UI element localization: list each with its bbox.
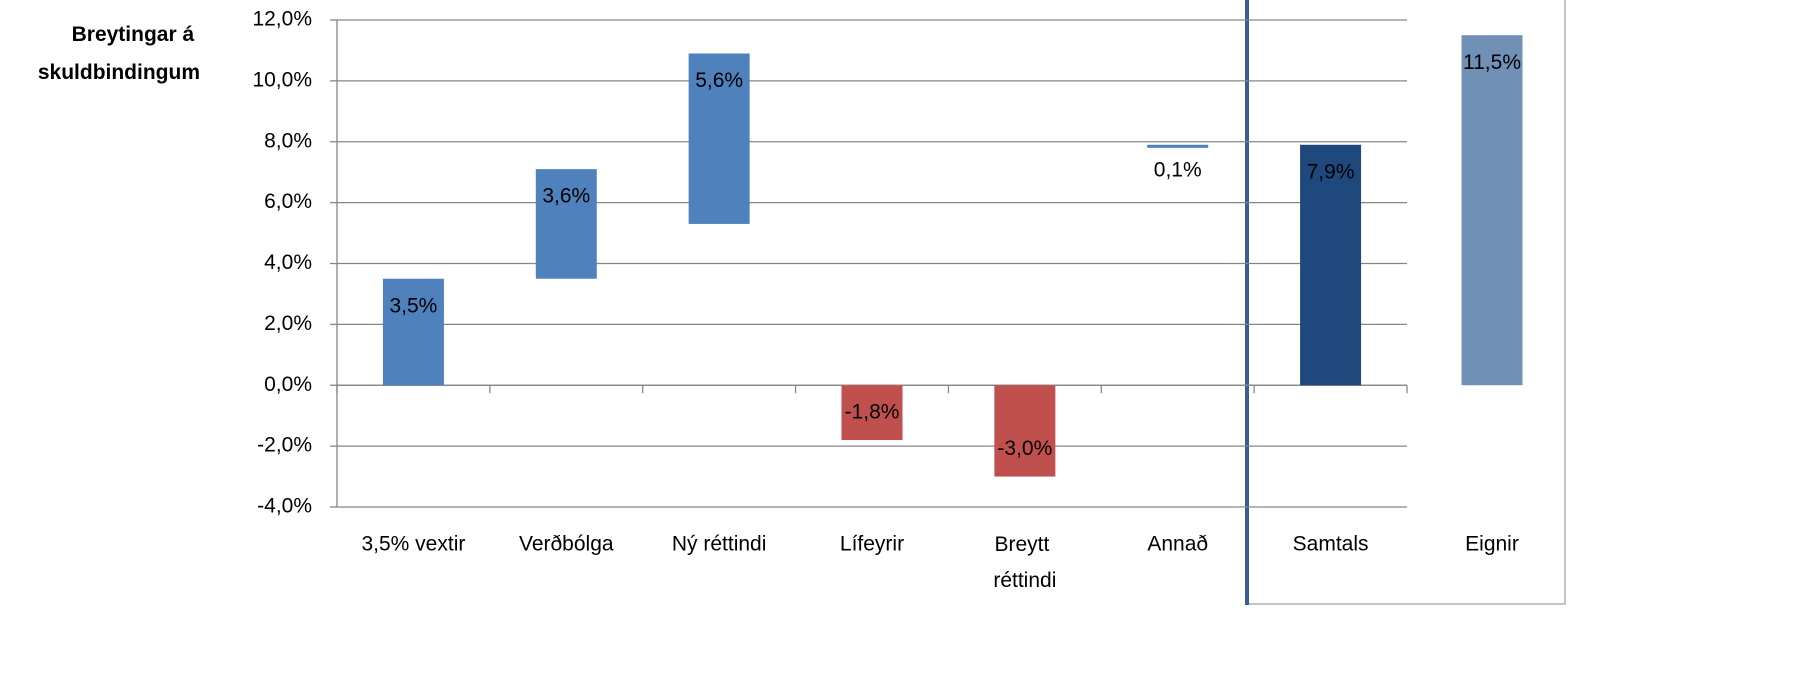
data-label: 5,6% bbox=[695, 69, 743, 92]
x-tick-label: Lífeyrir bbox=[840, 533, 904, 556]
bar bbox=[1461, 35, 1523, 386]
y-tick-label: -2,0% bbox=[257, 434, 312, 457]
y-tick-label: 2,0% bbox=[264, 312, 312, 335]
bar bbox=[841, 385, 903, 441]
data-label: 3,5% bbox=[389, 294, 437, 317]
x-tick-label: Breytt réttindi bbox=[993, 533, 1056, 592]
bar bbox=[382, 278, 444, 386]
x-tick-label: Eignir bbox=[1465, 533, 1519, 556]
y-tick-label: 4,0% bbox=[264, 251, 312, 274]
x-tick-label: Samtals bbox=[1293, 533, 1369, 556]
bar bbox=[535, 169, 597, 279]
y-tick-label: 0,0% bbox=[264, 373, 312, 396]
x-tick-label: Verðbólga bbox=[519, 533, 614, 556]
y-tick-label: 6,0% bbox=[264, 190, 312, 213]
bar bbox=[688, 53, 750, 224]
y-tick-label: -4,0% bbox=[257, 495, 312, 518]
bar bbox=[1147, 144, 1209, 148]
data-label: 11,5% bbox=[1463, 51, 1521, 74]
data-label: 3,6% bbox=[542, 185, 590, 208]
x-tick-label: Ný réttindi bbox=[672, 533, 767, 556]
bar bbox=[994, 385, 1056, 477]
y-tick-label: 12,0% bbox=[252, 8, 312, 31]
data-label: -3,0% bbox=[997, 437, 1052, 460]
y-axis-label: Breytingar á skuldbindingum bbox=[38, 23, 200, 84]
data-label: 0,1% bbox=[1154, 158, 1202, 181]
x-tick-label: Annað bbox=[1147, 533, 1208, 556]
y-tick-label: 10,0% bbox=[252, 68, 312, 91]
data-label: 7,9% bbox=[1307, 160, 1355, 183]
bar bbox=[1300, 144, 1362, 386]
data-label: -1,8% bbox=[845, 401, 900, 424]
x-tick-label: 3,5% vextir bbox=[361, 533, 465, 556]
y-tick-label: 8,0% bbox=[264, 129, 312, 152]
